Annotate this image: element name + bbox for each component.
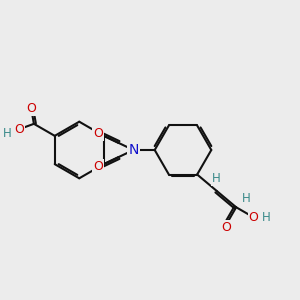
Text: O: O bbox=[221, 221, 231, 234]
Text: H: H bbox=[212, 172, 221, 185]
Text: O: O bbox=[93, 160, 103, 173]
Text: O: O bbox=[93, 127, 103, 140]
Text: O: O bbox=[26, 102, 36, 115]
Text: O: O bbox=[248, 211, 258, 224]
Text: N: N bbox=[128, 143, 139, 157]
Text: H: H bbox=[242, 192, 250, 205]
Text: O: O bbox=[14, 123, 24, 136]
Text: H: H bbox=[262, 211, 270, 224]
Text: H: H bbox=[3, 127, 12, 140]
